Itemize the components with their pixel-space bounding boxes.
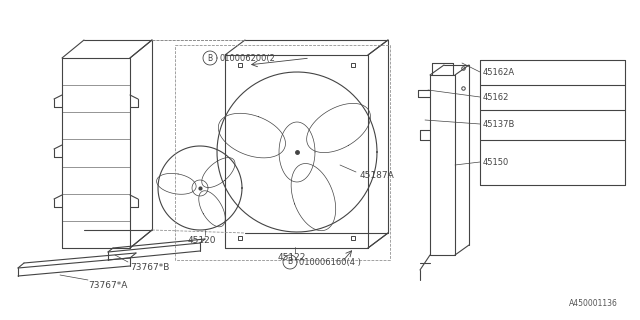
Text: 45122: 45122 (278, 253, 307, 262)
Text: 73767*A: 73767*A (88, 281, 127, 290)
Text: 73767*B: 73767*B (130, 263, 170, 273)
Text: 010006200(2: 010006200(2 (219, 53, 275, 62)
Text: 45137B: 45137B (483, 119, 515, 129)
Text: 45162A: 45162A (483, 68, 515, 76)
Text: 45187A: 45187A (360, 171, 395, 180)
Text: 45162: 45162 (483, 92, 509, 101)
Text: B: B (207, 53, 212, 62)
Text: 010006160(4 ): 010006160(4 ) (299, 258, 361, 267)
Text: B: B (287, 258, 292, 267)
Text: 45150: 45150 (483, 157, 509, 166)
Text: A450001136: A450001136 (569, 299, 618, 308)
Text: 45120: 45120 (188, 236, 216, 244)
